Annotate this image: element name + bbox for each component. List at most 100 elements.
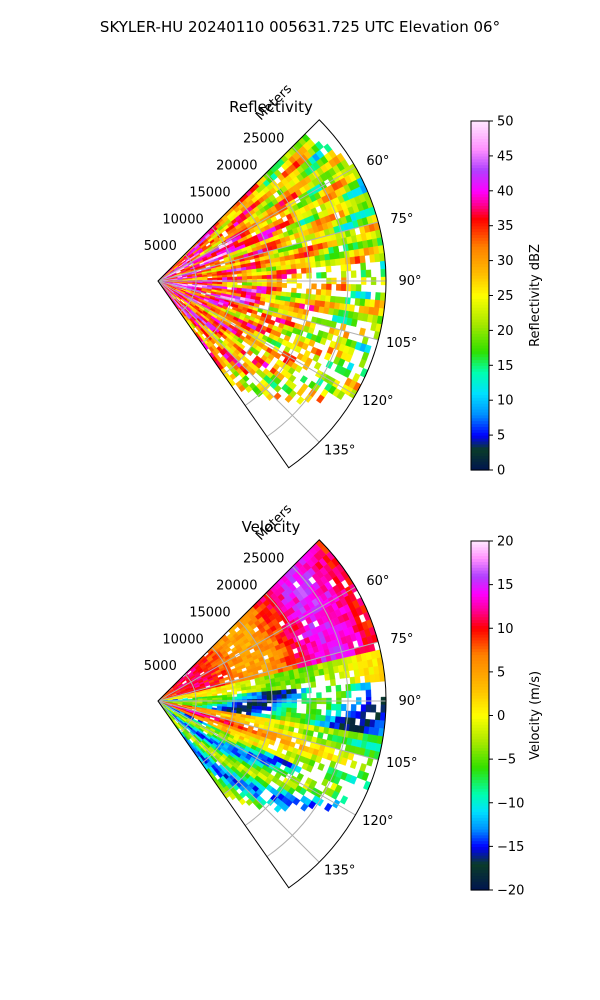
data-cell	[241, 276, 248, 280]
colorbar-tick-label: 30	[497, 254, 514, 269]
data-cell	[275, 291, 282, 297]
data-cell	[325, 715, 332, 723]
data-cell	[360, 291, 367, 300]
data-cell	[320, 289, 327, 296]
azimuth-tick-label: 135°	[324, 444, 355, 459]
data-cell	[315, 289, 322, 296]
data-cell	[317, 762, 325, 771]
data-cell	[236, 693, 243, 698]
data-cell	[261, 271, 268, 276]
azimuth-tick-label: 75°	[390, 212, 413, 227]
data-cell	[231, 691, 238, 695]
data-cell	[246, 695, 253, 700]
data-cell	[350, 683, 357, 692]
data-cell	[306, 703, 312, 710]
data-cell	[304, 256, 311, 264]
data-cell	[291, 703, 297, 709]
data-cell	[261, 695, 268, 700]
data-cell	[311, 283, 317, 290]
data-cell	[340, 283, 347, 292]
colorbar-tick-label: −10	[497, 796, 524, 811]
data-cell	[236, 702, 243, 706]
colorbar-tick-label: −15	[497, 840, 524, 855]
data-cell	[365, 291, 372, 300]
data-cell	[349, 676, 356, 685]
data-cell	[354, 256, 361, 264]
data-cell	[360, 711, 367, 720]
data-cell	[350, 704, 357, 712]
range-tick-label: 20000	[216, 159, 257, 174]
data-cell	[359, 298, 366, 307]
velocity-panel: 500010000150002000025000Meters60°75°90°1…	[144, 502, 543, 899]
data-cell	[380, 704, 387, 714]
data-cell	[241, 693, 248, 697]
data-cell	[266, 706, 273, 712]
data-cell	[256, 271, 263, 277]
colorbar-tick-label: 5	[497, 665, 505, 680]
data-cell	[310, 294, 317, 301]
data-cell	[266, 274, 273, 280]
colorbar-segment	[471, 541, 489, 545]
data-cell	[261, 691, 268, 696]
data-cell	[271, 282, 278, 288]
data-cell	[256, 285, 263, 291]
data-cell	[291, 707, 297, 714]
data-cell	[339, 716, 346, 725]
data-cell	[311, 703, 317, 710]
data-cell	[276, 707, 282, 713]
velocity-colorbar: −20 −15 −10 −5 0 5 10 15 20 Velocity (m/s)	[470, 535, 543, 899]
data-cell	[261, 706, 268, 711]
data-cell	[271, 702, 278, 708]
data-cell	[295, 683, 302, 690]
data-cell	[325, 709, 332, 717]
data-cell	[201, 721, 208, 727]
data-cell	[310, 714, 317, 721]
data-cell	[315, 260, 322, 268]
data-cell	[207, 697, 213, 701]
data-cell	[320, 715, 327, 722]
data-cell	[325, 259, 332, 267]
data-cell	[256, 691, 263, 697]
data-cell	[355, 291, 362, 299]
data-cell	[325, 295, 332, 303]
data-cell	[281, 694, 288, 700]
data-cell	[241, 696, 248, 700]
colorbar-tick-label: 5	[497, 429, 505, 444]
data-cell	[299, 257, 306, 264]
data-cell	[305, 708, 312, 715]
colorbar-tick-label: 10	[497, 394, 514, 409]
data-cell	[251, 282, 258, 287]
colorbar-tick-label: −5	[497, 753, 516, 768]
data-cell	[325, 265, 332, 273]
data-cell	[295, 263, 302, 270]
data-cell	[315, 709, 322, 716]
data-cell	[231, 271, 238, 275]
data-cell	[276, 269, 282, 275]
data-cell	[316, 692, 322, 699]
velocity-title: Velocity	[242, 518, 301, 536]
data-cell	[355, 711, 362, 719]
data-cell	[321, 271, 327, 279]
data-cell	[305, 262, 312, 269]
colorbar-tick-label: 20	[497, 535, 514, 550]
data-cell	[324, 802, 333, 812]
data-cell	[300, 267, 307, 274]
data-cell	[206, 274, 213, 277]
data-cell	[331, 703, 337, 711]
colorbar-label: Velocity (m/s)	[528, 671, 543, 760]
data-cell	[256, 688, 262, 693]
data-cell	[246, 272, 253, 277]
figure-title: SKYLER-HU 20240110 005631.725 UTC Elevat…	[100, 18, 500, 36]
azimuth-tick-label: 135°	[324, 864, 355, 879]
colorbar-tick-label: 0	[497, 464, 505, 479]
data-cell	[276, 694, 283, 700]
data-cell	[359, 718, 366, 727]
azimuth-tick-label: 75°	[390, 632, 413, 647]
data-cell	[340, 264, 347, 272]
colorbar-tick-label: 40	[497, 184, 514, 199]
data-cell	[275, 711, 282, 717]
data-cell	[227, 696, 233, 700]
data-cell	[295, 712, 302, 719]
data-cell	[276, 689, 282, 695]
data-cell	[251, 702, 258, 707]
